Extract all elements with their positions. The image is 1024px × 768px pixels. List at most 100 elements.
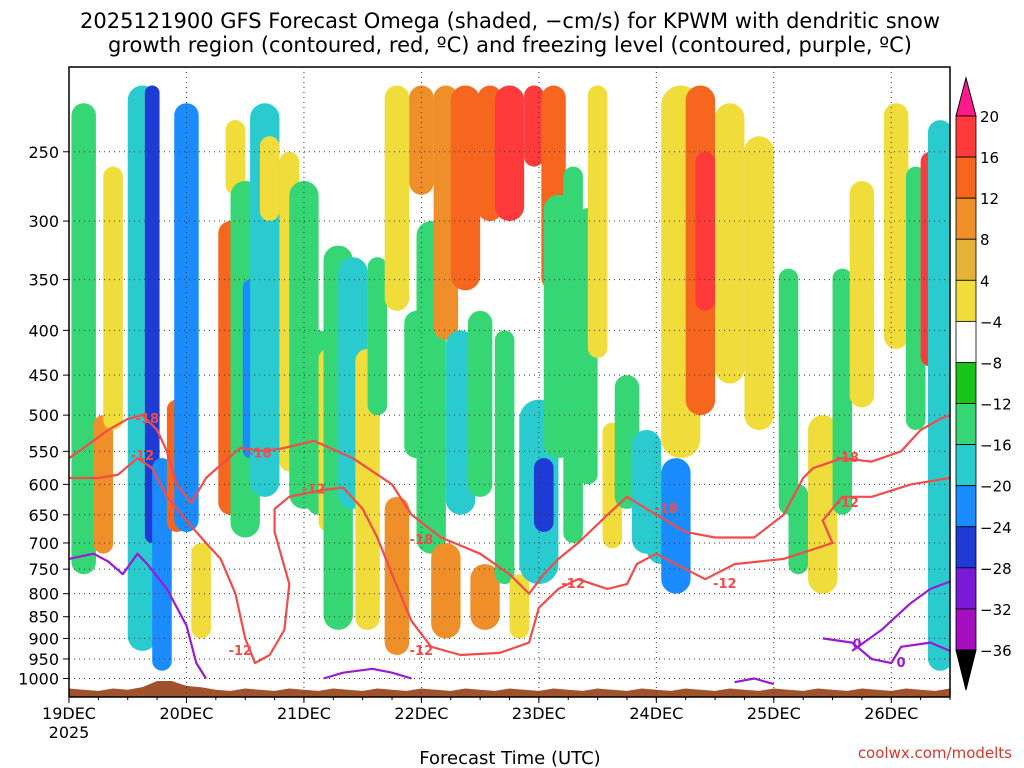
contour-line — [69, 414, 950, 595]
y-tick-label: 600 — [28, 475, 59, 494]
y-tick-label: 700 — [28, 534, 59, 553]
y-tick-label: 400 — [28, 321, 59, 340]
contour-label: -12 — [835, 496, 859, 511]
omega-cell — [191, 542, 211, 639]
omega-cell — [533, 458, 554, 532]
contour-label: 0 — [852, 638, 861, 653]
omega-cell — [883, 103, 909, 349]
omega-cell — [927, 120, 950, 671]
colorbar-top-arrow — [955, 76, 977, 117]
terrain — [69, 680, 950, 697]
x-tick-label: 19DEC — [42, 704, 96, 723]
omega-cell — [225, 120, 246, 195]
colorbar-label: 12 — [980, 190, 999, 208]
y-tick-label: 900 — [28, 629, 59, 648]
contour-label: -18 — [410, 533, 434, 548]
y-tick-label: 500 — [28, 406, 59, 425]
y-tick-label: 350 — [28, 271, 59, 290]
colorbar-band — [955, 279, 977, 322]
y-tick-label: 300 — [28, 212, 59, 231]
omega-cell — [744, 136, 774, 431]
colorbar-label: 16 — [980, 149, 999, 167]
y-tick-label: 850 — [28, 608, 59, 627]
y-tick-label: 550 — [28, 442, 59, 461]
x-tick-sublabel: 2025 — [49, 723, 90, 742]
omega-cell — [384, 496, 410, 655]
omega-cell — [695, 151, 716, 311]
colorbar-label: −16 — [980, 437, 1012, 455]
chart-title-line2: growth region (contoured, red, ºC) and f… — [108, 33, 912, 57]
colorbar-label: 8 — [980, 231, 990, 249]
y-tick-label: 950 — [28, 650, 59, 669]
omega-cell — [259, 136, 280, 222]
x-tick-label: 21DEC — [277, 704, 331, 723]
omega-cell — [905, 166, 926, 431]
colorbar-label: −20 — [980, 478, 1012, 496]
colorbar-band — [955, 526, 977, 569]
omega-cell — [524, 85, 544, 167]
omega-cell — [778, 268, 799, 515]
contour-line — [323, 667, 412, 680]
colorbar-label: 4 — [980, 272, 990, 290]
contour-label: -18 — [654, 502, 678, 517]
omega-cell — [71, 103, 96, 575]
x-tick-label: 26DEC — [864, 704, 918, 723]
colorbar-band — [955, 156, 977, 199]
contour-line — [69, 552, 207, 680]
x-tick-label: 25DEC — [747, 704, 801, 723]
colorbar-label: −12 — [980, 396, 1012, 414]
colorbar-band — [955, 362, 977, 404]
x-tick-label: 20DEC — [159, 704, 213, 723]
x-tick-label: 23DEC — [512, 704, 566, 723]
contour-line — [822, 637, 950, 665]
colorbar-label: −8 — [980, 354, 1002, 372]
plot-area: -18 -12 -18 -12 -18 -12 -12 -12 -18 -12 -18 -12 0 0 — [68, 66, 951, 698]
contours — [69, 414, 950, 686]
colorbar-band — [955, 485, 977, 528]
omega-cell — [93, 415, 114, 554]
contour-label: -18 — [248, 446, 272, 461]
gridlines — [68, 67, 950, 697]
contour-line — [69, 457, 950, 665]
colorbar-band — [955, 608, 977, 651]
y-tick-label: 800 — [28, 585, 59, 604]
y-tick-label: 650 — [28, 506, 59, 525]
colorbar-label: −28 — [980, 560, 1012, 578]
omega-cell — [367, 257, 388, 416]
omega-cell — [832, 268, 853, 515]
y-tick-label: 750 — [28, 560, 59, 579]
contour-label: -12 — [561, 577, 585, 592]
contour-label: -12 — [131, 449, 155, 464]
colorbar: 20 16 12 8 4 −4 −8 −12 −16 −20 −24 −28 −32 −36 — [955, 76, 1012, 691]
x-tick-label: 22DEC — [394, 704, 448, 723]
y-tick-label: 1000 — [18, 669, 59, 688]
colorbar-band — [955, 444, 977, 487]
colorbar-label: −4 — [980, 313, 1002, 331]
omega-cell — [587, 85, 608, 358]
y-tick-label: 250 — [28, 143, 59, 162]
omega-cell — [384, 85, 410, 311]
colorbar-bottom-arrow — [955, 649, 977, 691]
omega-cell — [409, 85, 434, 195]
contour-label: 0 — [897, 656, 906, 671]
colorbar-label: −24 — [980, 519, 1012, 537]
x-axis-title: Forecast Time (UTC) — [419, 748, 600, 768]
contour-label: -12 — [410, 644, 434, 659]
contour-line — [734, 677, 775, 686]
colorbar-label: −32 — [980, 601, 1012, 619]
contour-label: -12 — [713, 577, 737, 592]
omega-cell — [103, 166, 123, 431]
omega-cell — [431, 542, 461, 639]
colorbar-band — [955, 403, 977, 446]
chart-title-line1: 2025121900 GFS Forecast Omega (shaded, −… — [80, 9, 940, 33]
contour-line — [851, 580, 950, 652]
omega-cell — [355, 348, 380, 630]
credit-text: coolwx.com/modelts — [858, 744, 1012, 762]
omega-cell — [494, 330, 515, 585]
contour-label: -18 — [136, 412, 160, 427]
colorbar-band — [955, 197, 977, 240]
contour-label: -12 — [302, 482, 326, 497]
colorbar-band — [955, 238, 977, 281]
